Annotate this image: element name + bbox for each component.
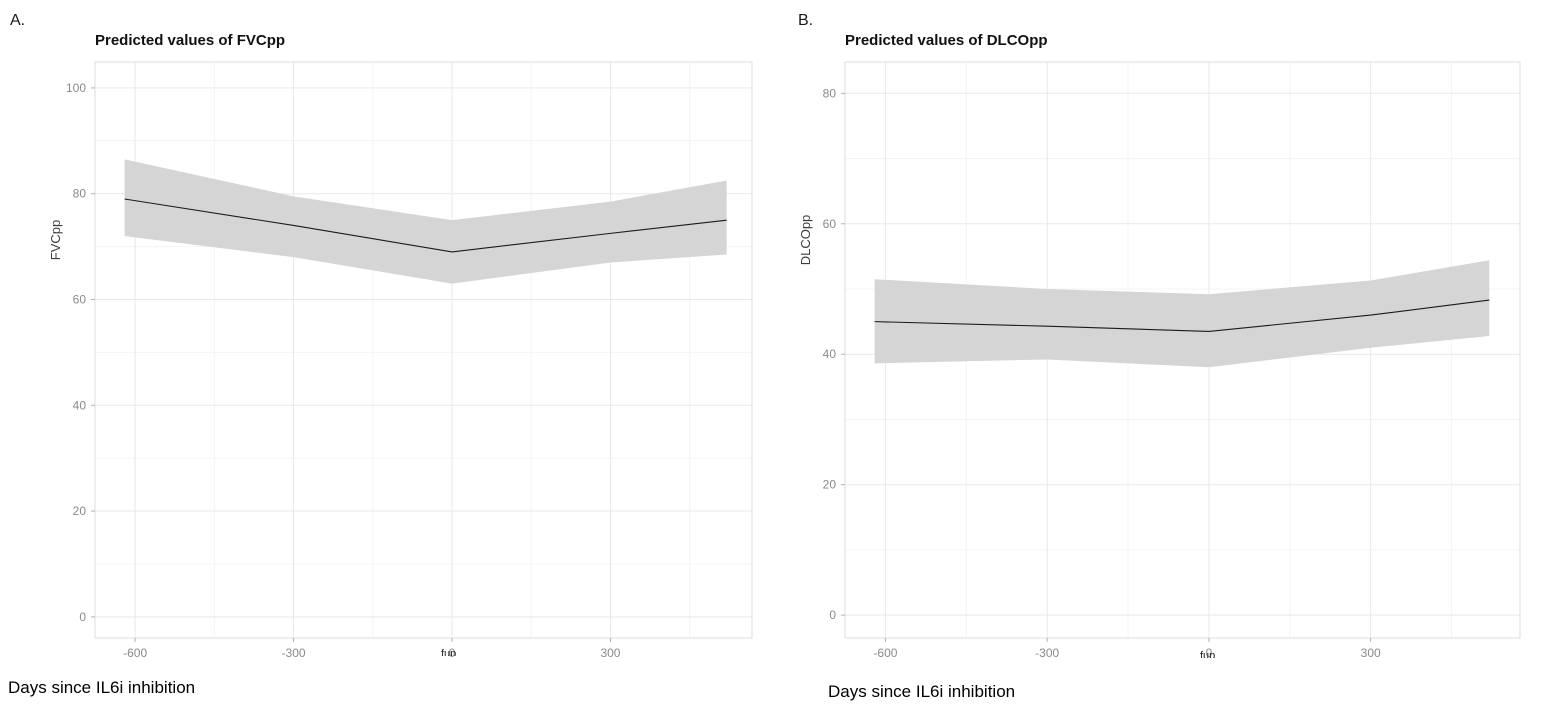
y-tick-label: 80 xyxy=(73,187,87,201)
y-axis-title: DLCOpp xyxy=(798,215,813,266)
y-tick-label: 0 xyxy=(829,608,836,622)
x-tick-label: -300 xyxy=(1035,646,1059,660)
y-tick-label: 20 xyxy=(73,504,87,518)
x-tick-label: 300 xyxy=(1361,646,1381,660)
predicted-line xyxy=(124,198,727,253)
predicted-line xyxy=(874,299,1490,332)
x-tick-label: -300 xyxy=(282,646,306,660)
plot-border xyxy=(844,61,1521,639)
y-axis-title: FVCpp xyxy=(48,220,63,260)
chart-a-title: Predicted values of FVCpp xyxy=(95,32,286,49)
y-tick-label: 80 xyxy=(823,86,837,100)
confidence-band xyxy=(874,260,1490,368)
panel-a: A. Predicted values of FVCpp 0 20 40 60 80 10… xyxy=(0,0,770,720)
y-tick-label: 40 xyxy=(73,398,87,412)
fvcpp-chart: 0 20 40 60 80 100 -600 -300 0 300 FVCpp xyxy=(48,61,753,660)
y-tick-label: 40 xyxy=(823,347,837,361)
confidence-band xyxy=(124,159,727,284)
chart-b-caption: Days since IL6i inhibition xyxy=(828,682,1016,701)
chart-a-caption: Days since IL6i inhibition xyxy=(8,678,196,697)
y-tick-label: 20 xyxy=(823,478,837,492)
y-tick-label: 0 xyxy=(79,610,86,624)
y-tick-label: 60 xyxy=(73,292,87,306)
y-tick-label: 100 xyxy=(66,81,86,95)
chart-b-title: Predicted values of DLCOpp xyxy=(845,32,1048,49)
x-tick-label: 300 xyxy=(600,646,620,660)
panel-a-label: A. xyxy=(10,12,26,29)
x-tick-label: -600 xyxy=(873,646,897,660)
panel-b-label: B. xyxy=(798,12,814,29)
x-tick-label: -600 xyxy=(123,646,147,660)
chart-a-clipped-axis-label: fup xyxy=(441,648,457,656)
x-tick-label: 0 xyxy=(1206,646,1213,660)
y-tick-label: 60 xyxy=(823,217,837,231)
plot-panel xyxy=(95,62,752,638)
x-tick-label: 0 xyxy=(449,646,456,660)
panel-b: B. Predicted values of DLCOpp 0 20 40 60 80 -… xyxy=(770,0,1545,720)
dlcopp-chart: 0 20 40 60 80 -600 -300 0 300 DLCOpp xyxy=(798,61,1521,660)
plot-border xyxy=(94,61,753,639)
chart-b-clipped-axis-label: fup xyxy=(1200,650,1216,658)
